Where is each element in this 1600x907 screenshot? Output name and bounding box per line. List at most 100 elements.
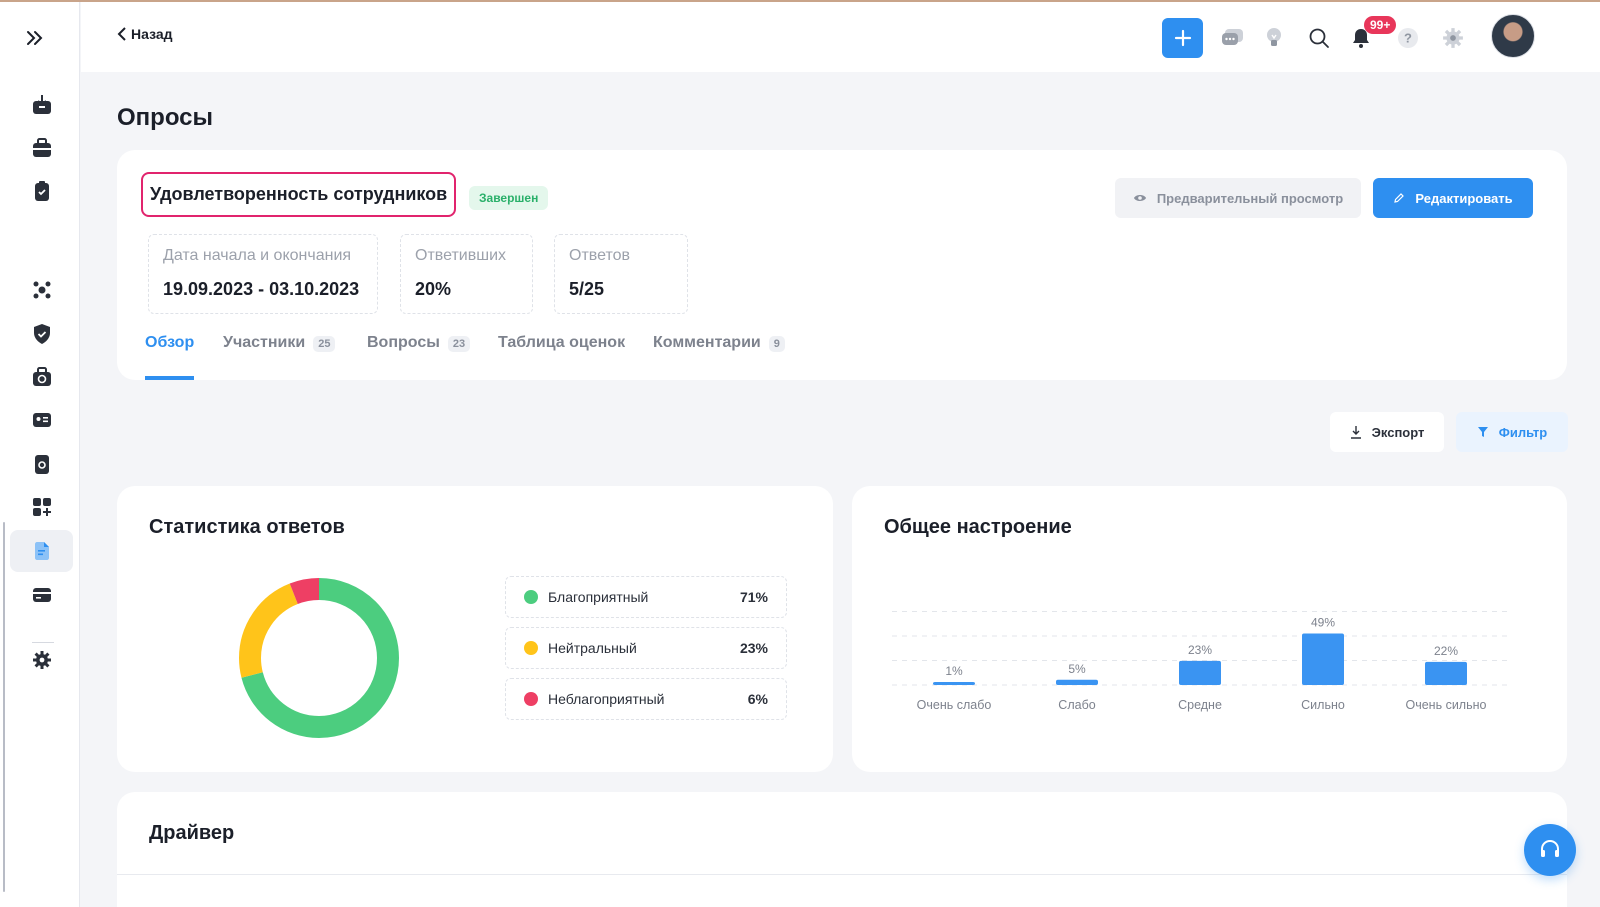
legend-label: Благоприятный (548, 589, 649, 605)
back-label: Назад (131, 26, 173, 42)
preview-button[interactable]: Предварительный просмотр (1115, 178, 1361, 218)
plus-icon (1174, 29, 1191, 47)
sidebar-item-portfolio[interactable] (10, 127, 73, 169)
x-tick-label: Очень сильно (1406, 698, 1487, 712)
tab-participants[interactable]: Участники 25 (223, 334, 336, 380)
legend-item-unfavorable: Неблагоприятный 6% (505, 678, 787, 720)
gear-icon (1443, 28, 1463, 48)
sidebar-item-recruiting[interactable] (10, 356, 73, 398)
search-icon (1309, 28, 1329, 48)
response-stats-card: Статистика ответов Благоприятный 71% Ней… (117, 486, 833, 772)
chevron-left-icon (117, 27, 126, 41)
legend-item-favorable: Благоприятный 71% (505, 576, 787, 618)
card-title: Статистика ответов (149, 516, 345, 538)
tab-label: Участники (223, 334, 306, 351)
sidebar-item-security[interactable] (10, 313, 73, 355)
settings-button[interactable] (1439, 24, 1467, 52)
sidebar-item-team[interactable] (10, 269, 73, 311)
mood-card: Общее настроение 1% Очень слабо 5% Слабо 23%… (852, 486, 1567, 772)
stat-answers: Ответов 5/25 (554, 234, 688, 314)
support-button[interactable] (1524, 824, 1576, 876)
filter-label: Фильтр (1498, 424, 1548, 440)
shield-check-icon (33, 324, 50, 344)
bar-value-label: 49% (1311, 616, 1335, 630)
edit-button[interactable]: Редактировать (1373, 178, 1533, 218)
sidebar-item-apps[interactable] (10, 486, 73, 528)
mood-bar-chart: 1% Очень слабо 5% Слабо 23% Средне 49% Сильно 22… (892, 611, 1512, 712)
stat-label: Ответов (569, 247, 631, 264)
notifications-button[interactable] (1347, 24, 1375, 52)
tab-overview[interactable]: Обзор (145, 334, 195, 380)
bar (1056, 679, 1098, 685)
briefcase-icon (32, 138, 51, 157)
stat-respondents: Ответивших 20% (400, 234, 533, 314)
x-tick-label: Слабо (1058, 698, 1095, 712)
user-avatar[interactable] (1491, 14, 1535, 58)
export-button[interactable]: Экспорт (1330, 412, 1444, 452)
donut-slice-2 (239, 578, 399, 738)
create-button[interactable] (1162, 18, 1203, 58)
x-tick-label: Средне (1178, 698, 1222, 712)
sidebar-divider (32, 642, 54, 643)
bar (1179, 660, 1221, 685)
donut-chart (239, 578, 399, 738)
stat-label: Ответивших (415, 247, 506, 264)
help-button[interactable]: ? (1394, 24, 1422, 52)
stat-value: 20% (415, 279, 452, 299)
search-button[interactable] (1305, 24, 1333, 52)
stat-label: Дата начала и окончания (163, 247, 352, 264)
stat-value: 19.09.2023 - 03.10.2023 (163, 279, 360, 299)
download-icon (1350, 426, 1361, 439)
status-badge: Завершен (469, 186, 549, 210)
document-settings-icon (34, 455, 49, 474)
legend-label: Неблагоприятный (548, 691, 665, 707)
sidebar-item-payments[interactable] (10, 574, 73, 616)
sidebar-item-documents[interactable] (10, 443, 73, 485)
tab-questions[interactable]: Вопросы 23 (367, 334, 471, 380)
ideas-button[interactable] (1260, 24, 1288, 52)
tab-count: 25 (313, 336, 336, 352)
id-card-icon (32, 413, 51, 427)
driver-card: Драйвер (117, 792, 1567, 907)
inbox-icon (32, 95, 51, 114)
card-title: Общее настроение (884, 516, 1072, 538)
help-icon: ? (1398, 28, 1418, 48)
bell-icon (1353, 29, 1369, 48)
tab-comments[interactable]: Комментарии 9 (653, 334, 785, 380)
sidebar-item-surveys[interactable] (10, 530, 73, 572)
svg-text:?: ? (1404, 31, 1412, 46)
x-tick-label: Сильно (1301, 698, 1345, 712)
bar-value-label: 23% (1188, 643, 1212, 657)
tab-scores-table[interactable]: Таблица оценок (498, 334, 625, 380)
stat-value: 5/25 (569, 279, 605, 299)
legend-dot (524, 641, 538, 655)
eye-icon (1133, 195, 1146, 201)
bar-value-label: 1% (945, 664, 963, 678)
sidebar-item-employees[interactable] (10, 399, 73, 441)
edit-label: Редактировать (1415, 190, 1513, 206)
sidebar-scrollbar[interactable] (3, 522, 5, 892)
x-tick-label: Очень слабо (917, 698, 992, 712)
donut-slice-1 (239, 578, 399, 738)
bar-value-label: 5% (1068, 662, 1086, 676)
tab-label: Обзор (145, 334, 195, 351)
legend-dot (524, 692, 538, 706)
back-link[interactable]: Назад (117, 26, 173, 42)
bar (1302, 633, 1344, 685)
expand-sidebar-icon[interactable] (22, 26, 48, 50)
survey-document-icon (34, 542, 49, 560)
filter-button[interactable]: Фильтр (1456, 412, 1568, 452)
divider (117, 874, 1567, 875)
top-border (0, 0, 1600, 2)
sidebar-item-tasks[interactable] (10, 170, 73, 212)
card-icon (32, 588, 51, 602)
legend-percent: 6% (747, 691, 768, 707)
chat-icon (1222, 29, 1243, 45)
tab-count: 9 (768, 336, 785, 352)
sidebar-item-inbox[interactable] (10, 84, 73, 126)
sidebar (0, 2, 80, 907)
bar-value-label: 22% (1434, 644, 1458, 658)
sidebar-item-settings[interactable] (10, 639, 73, 681)
chat-button[interactable] (1219, 24, 1247, 52)
tab-label: Таблица оценок (498, 334, 626, 351)
